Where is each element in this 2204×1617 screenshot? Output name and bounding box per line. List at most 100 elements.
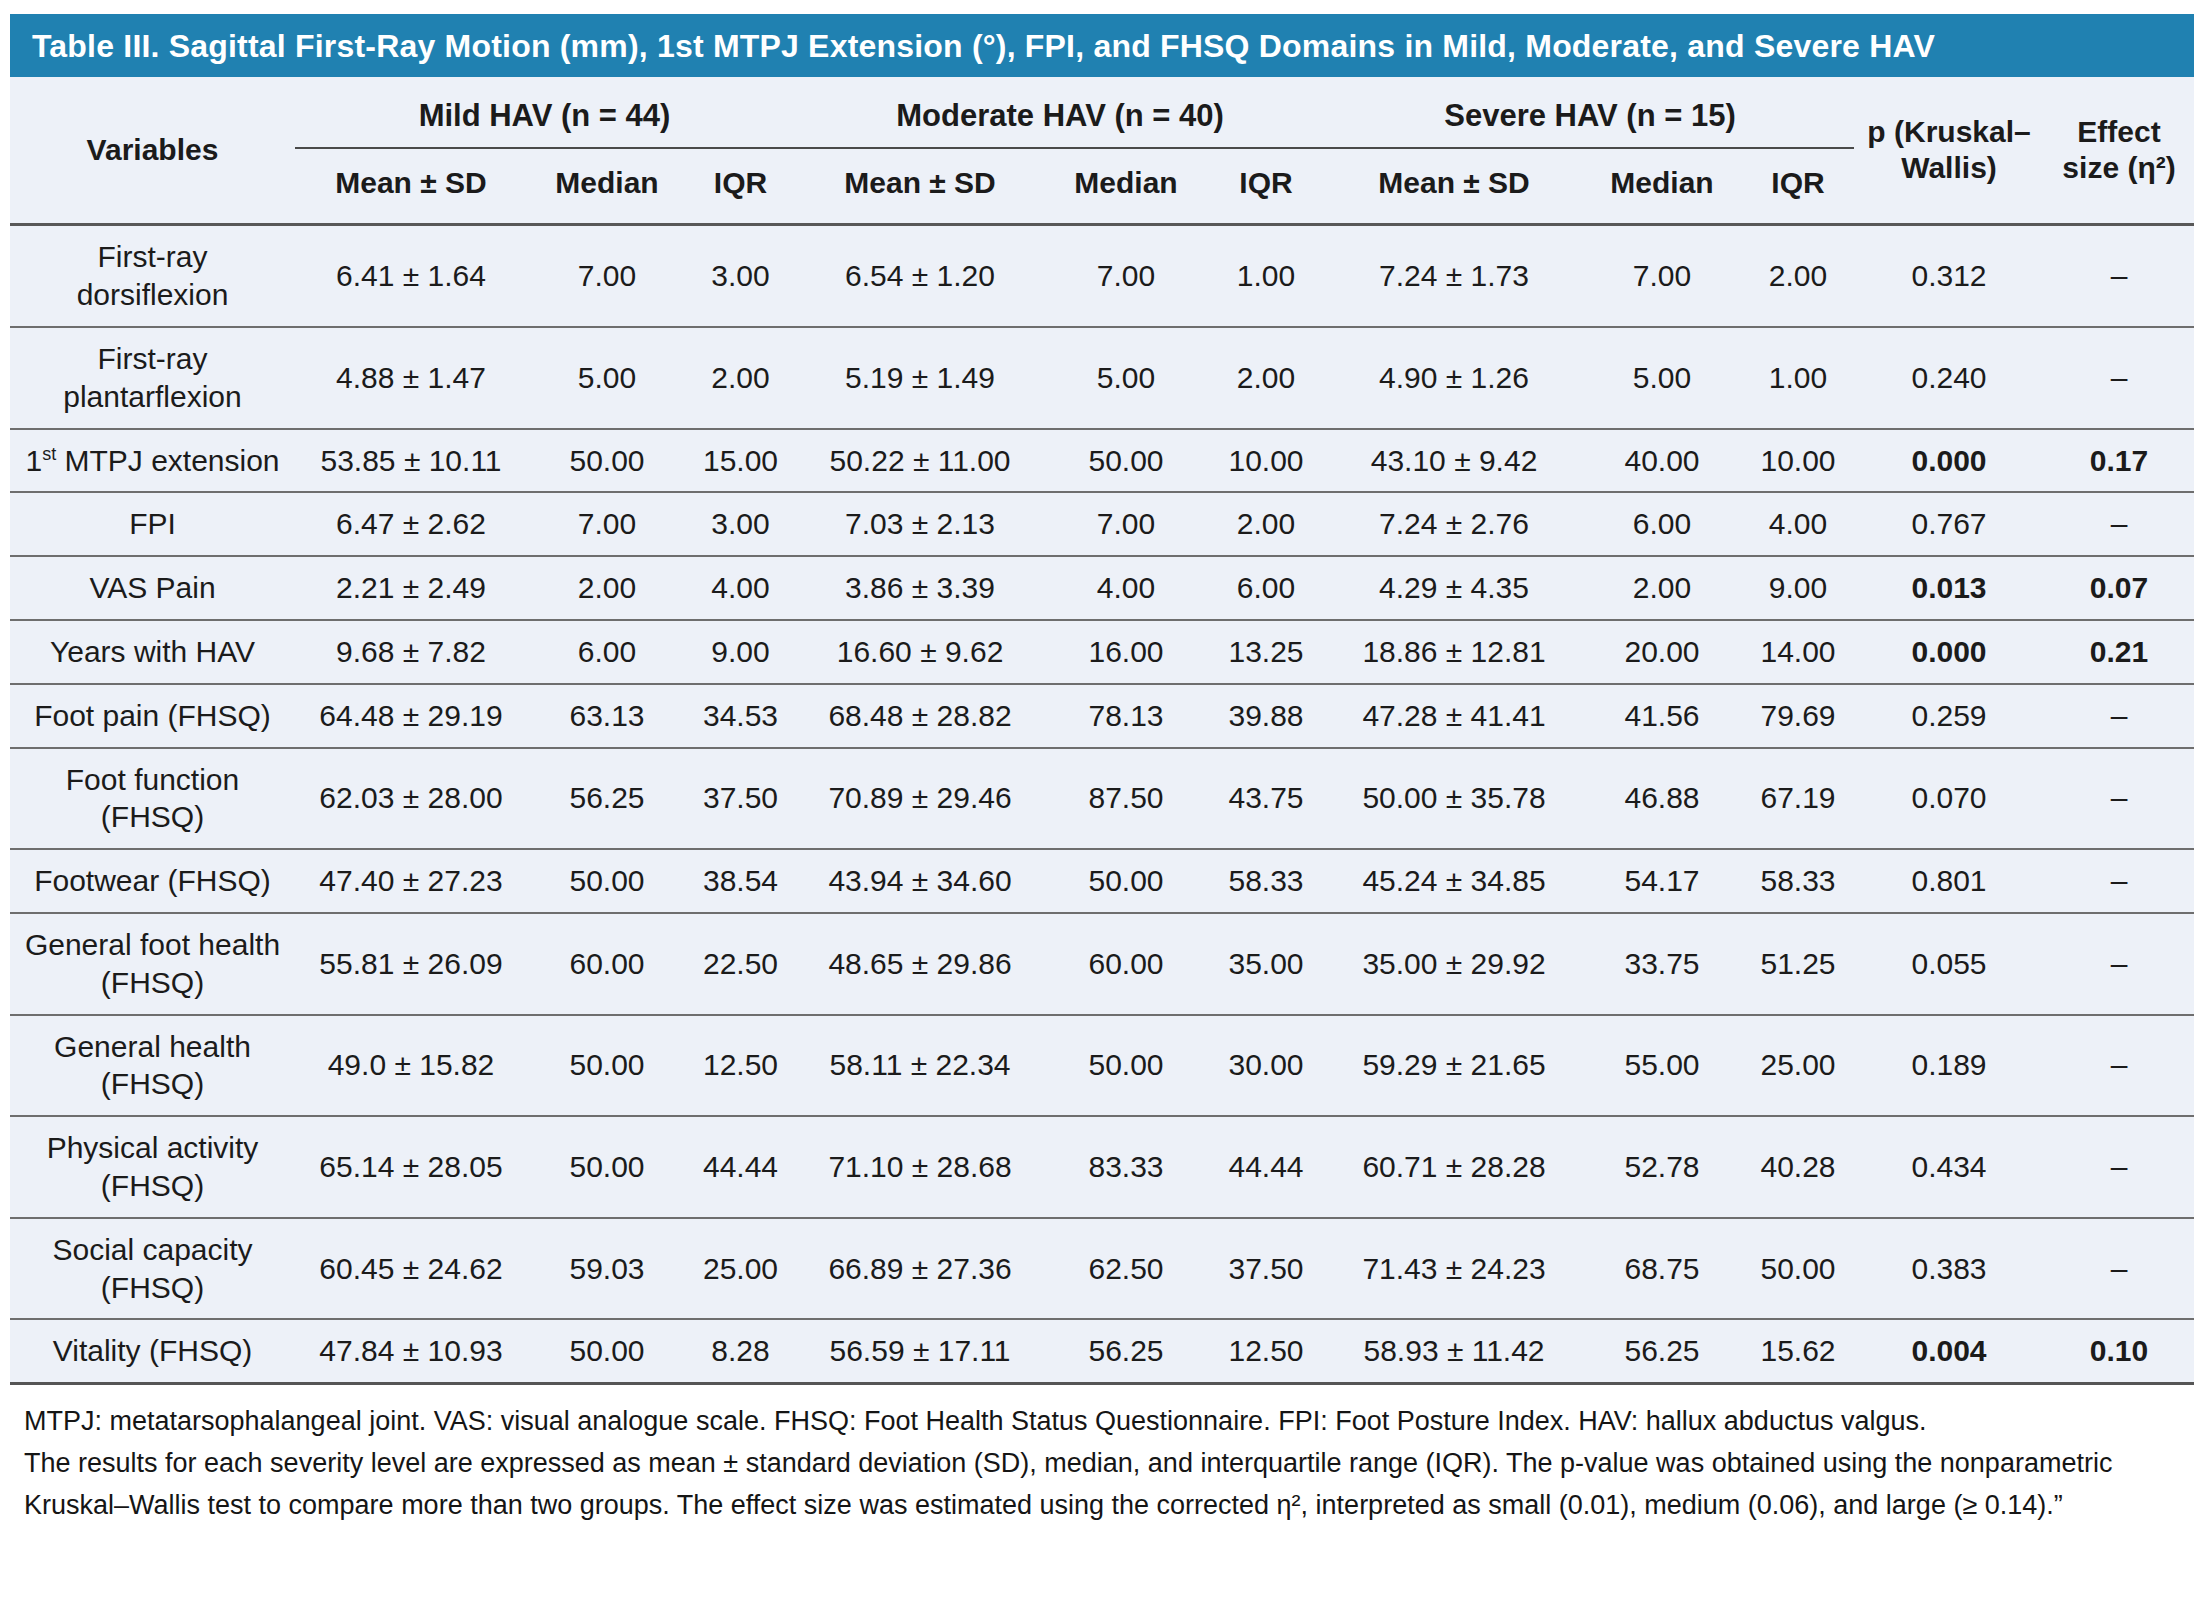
cell-p-value: 0.383 <box>1854 1218 2044 1320</box>
table-row: Footwear (FHSQ)47.40 ± 27.2350.0038.5443… <box>10 849 2194 913</box>
cell-stat: 5.00 <box>1046 327 1206 429</box>
cell-stat: 4.00 <box>687 556 794 620</box>
table-row: FPI6.47 ± 2.627.003.007.03 ± 2.137.002.0… <box>10 492 2194 556</box>
cell-stat: 37.50 <box>1206 1218 1326 1320</box>
row-label: Social capacity (FHSQ) <box>10 1218 295 1320</box>
cell-effect-size: 0.17 <box>2044 429 2194 493</box>
cell-effect-size: 0.07 <box>2044 556 2194 620</box>
cell-p-value: 0.240 <box>1854 327 2044 429</box>
cell-stat: 16.60 ± 9.62 <box>794 620 1046 684</box>
cell-stat: 22.50 <box>687 913 794 1015</box>
cell-stat: 47.40 ± 27.23 <box>295 849 527 913</box>
cell-stat: 3.86 ± 3.39 <box>794 556 1046 620</box>
cell-effect-size: – <box>2044 1015 2194 1117</box>
cell-stat: 1.00 <box>1742 327 1854 429</box>
cell-stat: 2.21 ± 2.49 <box>295 556 527 620</box>
cell-stat: 2.00 <box>687 327 794 429</box>
column-header-p-value: p (Kruskal–Wallis) <box>1854 77 2044 225</box>
cell-stat: 13.25 <box>1206 620 1326 684</box>
cell-effect-size: 0.21 <box>2044 620 2194 684</box>
column-group-moderate-hav: Moderate HAV (n = 40) <box>794 77 1326 148</box>
cell-stat: 53.85 ± 10.11 <box>295 429 527 493</box>
table-title: Table III. Sagittal First-Ray Motion (mm… <box>10 14 2194 77</box>
cell-stat: 62.50 <box>1046 1218 1206 1320</box>
cell-stat: 20.00 <box>1582 620 1742 684</box>
cell-p-value: 0.801 <box>1854 849 2044 913</box>
cell-stat: 50.00 <box>527 1319 687 1383</box>
cell-stat: 40.28 <box>1742 1116 1854 1218</box>
group-header-row: Variables Mild HAV (n = 44) Moderate HAV… <box>10 77 2194 148</box>
cell-stat: 7.00 <box>1046 225 1206 327</box>
cell-stat: 34.53 <box>687 684 794 748</box>
cell-stat: 87.50 <box>1046 748 1206 850</box>
cell-stat: 38.54 <box>687 849 794 913</box>
table-header: Variables Mild HAV (n = 44) Moderate HAV… <box>10 77 2194 225</box>
cell-stat: 50.00 <box>1742 1218 1854 1320</box>
footnote-abbreviations: MTPJ: metatarsophalangeal joint. VAS: vi… <box>24 1401 2180 1443</box>
cell-stat: 50.00 <box>527 429 687 493</box>
row-label: FPI <box>10 492 295 556</box>
table-row: VAS Pain2.21 ± 2.492.004.003.86 ± 3.39 4.… <box>10 556 2194 620</box>
cell-stat: 50.22 ± 11.00 <box>794 429 1046 493</box>
cell-stat: 58.33 <box>1206 849 1326 913</box>
footnotes: MTPJ: metatarsophalangeal joint. VAS: vi… <box>10 1385 2194 1527</box>
column-header-median: Median <box>1582 148 1742 225</box>
cell-stat: 64.48 ± 29.19 <box>295 684 527 748</box>
cell-stat: 54.17 <box>1582 849 1742 913</box>
cell-stat: 7.00 <box>1046 492 1206 556</box>
column-header-mean-sd: Mean ± SD <box>794 148 1046 225</box>
column-header-iqr: IQR <box>1742 148 1854 225</box>
table-row: Physical activity (FHSQ)65.14 ± 28.0550.… <box>10 1116 2194 1218</box>
row-label: VAS Pain <box>10 556 295 620</box>
cell-stat: 4.90 ± 1.26 <box>1326 327 1582 429</box>
table-row: 1st MTPJ extension53.85 ± 10.1150.0015.0… <box>10 429 2194 493</box>
column-header-mean-sd: Mean ± SD <box>1326 148 1582 225</box>
cell-stat: 50.00 ± 35.78 <box>1326 748 1582 850</box>
cell-stat: 50.00 <box>527 1116 687 1218</box>
cell-stat: 30.00 <box>1206 1015 1326 1117</box>
table-row: General foot health (FHSQ)55.81 ± 26.096… <box>10 913 2194 1015</box>
cell-stat: 55.81 ± 26.09 <box>295 913 527 1015</box>
table-row: First-ray plantarflexion4.88 ± 1.475.002… <box>10 327 2194 429</box>
paper-table-figure: Table III. Sagittal First-Ray Motion (mm… <box>0 0 2204 1527</box>
cell-stat: 4.29 ± 4.35 <box>1326 556 1582 620</box>
table-row: First-ray dorsiflexion6.41 ± 1.647.003.0… <box>10 225 2194 327</box>
cell-stat: 16.00 <box>1046 620 1206 684</box>
cell-stat: 2.00 <box>527 556 687 620</box>
row-label: General health (FHSQ) <box>10 1015 295 1117</box>
cell-stat: 67.19 <box>1742 748 1854 850</box>
cell-stat: 50.00 <box>1046 1015 1206 1117</box>
cell-stat: 40.00 <box>1582 429 1742 493</box>
cell-stat: 60.00 <box>1046 913 1206 1015</box>
column-group-severe-hav: Severe HAV (n = 15) <box>1326 77 1854 148</box>
cell-stat: 63.13 <box>527 684 687 748</box>
cell-stat: 55.00 <box>1582 1015 1742 1117</box>
column-group-mild-hav: Mild HAV (n = 44) <box>295 77 794 148</box>
cell-stat: 50.00 <box>527 1015 687 1117</box>
row-label: Foot pain (FHSQ) <box>10 684 295 748</box>
cell-stat: 39.88 <box>1206 684 1326 748</box>
cell-stat: 59.03 <box>527 1218 687 1320</box>
cell-stat: 60.00 <box>527 913 687 1015</box>
cell-stat: 48.65 ± 29.86 <box>794 913 1046 1015</box>
row-label: 1st MTPJ extension <box>10 429 295 493</box>
stats-table: Variables Mild HAV (n = 44) Moderate HAV… <box>10 77 2194 1385</box>
cell-stat: 71.43 ± 24.23 <box>1326 1218 1582 1320</box>
cell-stat: 79.69 <box>1742 684 1854 748</box>
cell-stat: 45.24 ± 34.85 <box>1326 849 1582 913</box>
cell-stat: 59.29 ± 21.65 <box>1326 1015 1582 1117</box>
cell-stat: 5.00 <box>1582 327 1742 429</box>
cell-stat: 35.00 <box>1206 913 1326 1015</box>
cell-stat: 51.25 <box>1742 913 1854 1015</box>
cell-stat: 7.00 <box>1582 225 1742 327</box>
cell-stat: 25.00 <box>687 1218 794 1320</box>
cell-stat: 6.00 <box>1582 492 1742 556</box>
footnote-methods: The results for each severity level are … <box>24 1443 2180 1527</box>
table-row: Foot pain (FHSQ)64.48 ± 29.1963.1334.536… <box>10 684 2194 748</box>
cell-stat: 12.50 <box>1206 1319 1326 1383</box>
cell-stat: 83.33 <box>1046 1116 1206 1218</box>
cell-p-value: 0.767 <box>1854 492 2044 556</box>
cell-stat: 60.45 ± 24.62 <box>295 1218 527 1320</box>
column-header-median: Median <box>527 148 687 225</box>
cell-p-value: 0.189 <box>1854 1015 2044 1117</box>
